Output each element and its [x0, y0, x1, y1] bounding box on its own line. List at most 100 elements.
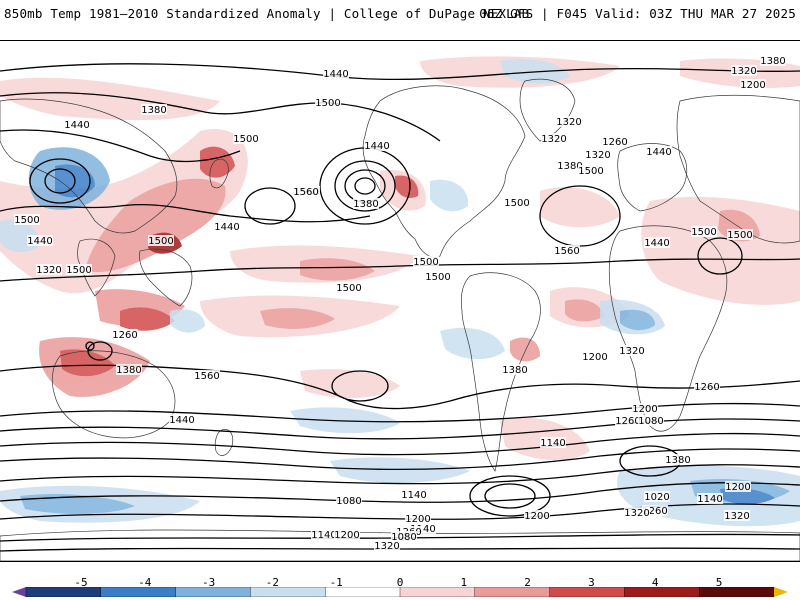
contour-label: 1140 [697, 494, 722, 505]
contour-label-bg [364, 140, 390, 151]
contour-label: 1320 [624, 508, 649, 519]
africa-outline [608, 225, 728, 432]
contour-label-bg [725, 481, 751, 492]
map-title: 850mb Temp 1981–2010 Standardized Anomal… [4, 6, 530, 21]
contour-label: 1500 [727, 230, 752, 241]
map-panel: 1440 1320 1380 1200 1500 1380 1440 1500 1560 1380… [0, 40, 800, 562]
colorbar-tick-label: -3 [201, 576, 216, 589]
contour-label: 1440 [64, 120, 89, 131]
contour-label: 1500 [66, 265, 91, 276]
contour-label-bg [697, 493, 723, 504]
contour-label: 1140 [410, 524, 435, 535]
colorbar-segment [25, 587, 102, 597]
contour-label-bg [602, 136, 628, 147]
anomaly-colorbar [12, 587, 788, 597]
contour-label: 1320 [374, 541, 399, 552]
contour-label: 1380 [557, 161, 582, 172]
contour-label-bg [624, 507, 650, 518]
contour-label-bg [14, 214, 40, 225]
contour-label-bg [112, 329, 138, 340]
india-outline [77, 238, 116, 297]
contour-label: 1380 [353, 199, 378, 210]
contour-label-bg [66, 264, 92, 275]
contour-label-bg [557, 160, 583, 171]
contour-label: 1200 [524, 511, 549, 522]
contour-label-bg [293, 186, 319, 197]
contour-label: 1380 [116, 365, 141, 376]
colorbar-tick-label: -1 [329, 576, 343, 589]
contour-label-bg [541, 133, 567, 144]
colorbar-tick-label: 4 [651, 576, 659, 589]
contour-label: 1500 [504, 198, 529, 209]
contour-label: 1380 [760, 56, 785, 67]
contour-label-bg [233, 133, 259, 144]
contour-label: 1560 [293, 187, 318, 198]
contour-label-bg [540, 437, 566, 448]
colorbar-segment [250, 587, 326, 597]
contour-label-bg [336, 282, 362, 293]
contour-label-bg [391, 531, 417, 542]
contour-label: 1320 [556, 117, 581, 128]
contour-label: 1200 [405, 514, 430, 525]
contour-label-bg [502, 364, 528, 375]
contour-label-bg [27, 235, 53, 246]
contour-label: 1320 [619, 346, 644, 357]
colorbar-arrow-right [774, 587, 788, 597]
contour-label-bg [401, 489, 427, 500]
contour-label-bg [311, 529, 337, 540]
contour-label-bg [405, 513, 431, 524]
contour-label: 1500 [315, 98, 340, 109]
contour-label: 1500 [413, 257, 438, 268]
contour-label: 1500 [425, 272, 450, 283]
contour-label-bg [691, 226, 717, 237]
contour-label-bg [148, 235, 174, 246]
contour-label-bg [374, 540, 400, 551]
height-contours [0, 63, 800, 552]
model-run-info: 06Z GFS | F045 Valid: 03Z THU MAR 27 202… [479, 6, 796, 21]
contour-label-bg [556, 116, 582, 127]
contour-label-bg [524, 510, 550, 521]
contour-label: 1260 [615, 416, 640, 427]
contour-label-bg [504, 197, 530, 208]
contour-label-bg [638, 415, 664, 426]
contour-label-bg [214, 221, 240, 232]
asia-west-outline [0, 98, 178, 234]
contour-label: 1500 [148, 236, 173, 247]
contour-label: 1140 [401, 490, 426, 501]
contour-label: 1260 [642, 506, 667, 517]
colorbar-tick-label: -4 [138, 576, 152, 589]
contour-label-bg [36, 264, 62, 275]
contour-label-bg [727, 229, 753, 240]
contour-label: 1200 [632, 404, 657, 415]
contour-label: 1500 [14, 215, 39, 226]
contour-label: 1200 [582, 352, 607, 363]
contour-label: 1500 [691, 227, 716, 238]
contour-label-bg [64, 119, 90, 130]
contour-label: 1320 [541, 134, 566, 145]
contour-label-bg [632, 403, 658, 414]
colorbar-tick-label: 5 [715, 576, 723, 589]
contour-label: 1260 [602, 137, 627, 148]
colorbar-tick-label: 3 [588, 576, 595, 589]
contour-label-bg [425, 271, 451, 282]
contour-label-bg [116, 364, 142, 375]
contour-label: 1020 [644, 492, 669, 503]
contour-label-bg [665, 454, 691, 465]
contour-label: 1320 [724, 511, 749, 522]
contour-label-bg [413, 256, 439, 267]
southeast-asia-outline [139, 248, 193, 307]
contour-label-bg [141, 104, 167, 115]
contour-label: 1560 [554, 246, 579, 257]
contour-labels: 1440 1320 1380 1200 1500 1380 1440 1500 1560 1380… [14, 55, 786, 552]
contour-label-bg [724, 510, 750, 521]
contour-label: 1200 [334, 530, 359, 541]
contour-label-bg [644, 237, 670, 248]
contour-label-bg [740, 79, 766, 90]
contour-label: 1080 [391, 532, 416, 543]
map-header: 850mb Temp 1981–2010 Standardized Anomal… [0, 0, 800, 34]
colorbar-tick-label: -2 [265, 576, 280, 589]
contour-label-bg [578, 165, 604, 176]
contour-label: 1440 [644, 238, 669, 249]
contour-label: 1080 [336, 496, 361, 507]
contour-label-bg [694, 381, 720, 392]
